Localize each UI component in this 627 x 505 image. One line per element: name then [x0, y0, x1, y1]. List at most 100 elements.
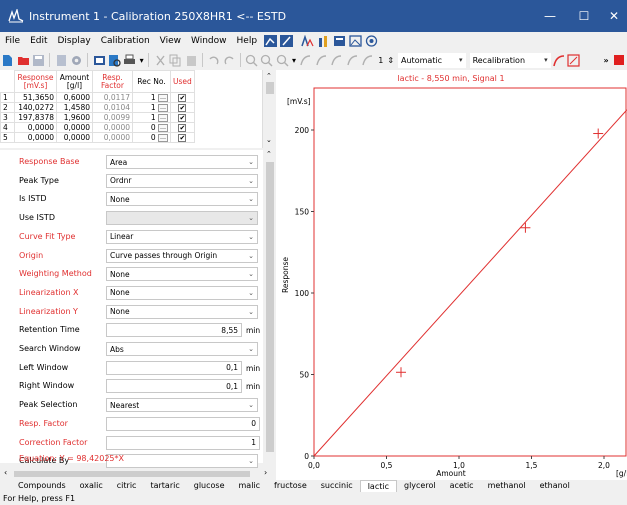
close-button[interactable]: ✕	[608, 9, 620, 23]
scroll-down-icon[interactable]: ⌄	[266, 136, 272, 144]
amount-cell[interactable]: 0,0000	[56, 122, 93, 133]
col-response[interactable]: Response [mV.s]	[14, 70, 57, 93]
rec-browse-button[interactable]: …	[158, 134, 168, 142]
toolbar-overflow-button[interactable]: »	[603, 55, 609, 65]
calibration-table-icon[interactable]	[279, 34, 293, 48]
used-cell[interactable]: ✔	[170, 132, 195, 143]
amount-cell[interactable]: 0,6000	[56, 92, 93, 103]
maximize-button[interactable]: ☐	[578, 9, 590, 23]
prop-combo-curve-fit-type[interactable]: Linear ⌄	[106, 229, 258, 244]
image-icon[interactable]	[348, 34, 362, 48]
curve-tool-3-icon[interactable]	[330, 53, 343, 67]
menu-calibration[interactable]: Calibration	[100, 36, 150, 46]
print-preview-icon[interactable]	[92, 53, 105, 67]
scroll-left-icon[interactable]: ‹	[4, 468, 8, 477]
bar-chart-icon[interactable]	[316, 34, 330, 48]
tab-succinic[interactable]: succinic	[320, 481, 353, 490]
prop-combo-search-window[interactable]: Abs ⌄	[106, 342, 258, 356]
response-cell[interactable]: 140,0272	[14, 102, 57, 113]
curve-tool-4-icon[interactable]	[345, 53, 358, 67]
menu-view[interactable]: View	[159, 36, 182, 46]
calibration-chart-icon[interactable]	[263, 34, 277, 48]
new-file-icon[interactable]	[1, 53, 14, 67]
calibration-report-icon[interactable]	[567, 53, 580, 67]
response-cell[interactable]: 0,0000	[14, 132, 57, 143]
minimize-button[interactable]: —	[544, 9, 556, 23]
tab-compounds[interactable]: Compounds	[18, 481, 66, 490]
tab-glucose[interactable]: glucose	[193, 481, 225, 490]
save-icon[interactable]	[32, 53, 45, 67]
open-folder-icon[interactable]	[16, 53, 29, 67]
tab-oxalic[interactable]: oxalic	[79, 481, 103, 490]
print-icon[interactable]	[123, 53, 136, 67]
col-resp-factor[interactable]: Resp. Factor	[92, 70, 133, 93]
copy-icon[interactable]	[169, 53, 182, 67]
calibration-point[interactable]	[593, 128, 604, 139]
used-cell[interactable]: ✔	[170, 102, 195, 113]
table-row[interactable]: 1 51,3650 0,6000 0,0117 1 … ✔	[0, 92, 195, 103]
peak-icon[interactable]	[300, 34, 314, 48]
prop-combo-peak-selection[interactable]: Nearest ⌄	[106, 398, 258, 413]
horizontal-scrollbar[interactable]: ‹ ›	[0, 468, 276, 480]
tab-acetic[interactable]: acetic	[449, 481, 474, 490]
used-cell[interactable]: ✔	[170, 92, 195, 103]
calibration-point[interactable]	[396, 367, 406, 378]
document-icon[interactable]	[54, 53, 67, 67]
calibrate-icon[interactable]	[552, 53, 565, 67]
prop-combo-is-istd[interactable]: None ⌄	[106, 192, 258, 207]
col-used[interactable]: Used	[170, 70, 195, 93]
zoom-dropdown-icon[interactable]: ▾	[291, 55, 296, 65]
undo-icon[interactable]	[207, 53, 220, 67]
response-cell[interactable]: 0,0000	[14, 122, 57, 133]
used-checkbox[interactable]: ✔	[178, 104, 187, 112]
calibration-point[interactable]	[520, 222, 531, 233]
scroll-thumb[interactable]	[266, 82, 274, 94]
print-dropdown-icon[interactable]: ▾	[139, 55, 144, 65]
table-row[interactable]: 3 197,8378 1,9600 0,0099 1 … ✔	[0, 112, 195, 123]
rec-no-cell[interactable]: 0 …	[132, 122, 171, 133]
rec-no-cell[interactable]: 1 …	[132, 112, 171, 123]
rec-browse-button[interactable]: …	[158, 104, 168, 112]
table-row[interactable]: 5 0,0000 0,0000 0,0000 0 … ✔	[0, 132, 195, 143]
amount-cell[interactable]: 0,0000	[56, 132, 93, 143]
col-amount[interactable]: Amount [g/l]	[56, 70, 93, 93]
zoom-report-icon[interactable]	[108, 53, 121, 67]
used-cell[interactable]: ✔	[170, 122, 195, 133]
tab-lactic[interactable]: lactic	[359, 480, 397, 492]
used-checkbox[interactable]: ✔	[178, 124, 187, 132]
zoom-in-icon[interactable]	[245, 53, 258, 67]
table-row[interactable]: 2 140,0272 1,4580 0,0104 1 … ✔	[0, 102, 195, 113]
tab-methanol[interactable]: methanol	[487, 481, 526, 490]
prop-combo-use-istd[interactable]: ⌄	[106, 211, 258, 226]
zoom-fit-icon[interactable]	[276, 53, 289, 67]
tab-glycerol[interactable]: glycerol	[403, 481, 436, 490]
response-cell[interactable]: 51,3650	[14, 92, 57, 103]
mode-combo[interactable]: Automatic ▾	[398, 52, 466, 68]
used-checkbox[interactable]: ✔	[178, 94, 187, 102]
prop-combo-peak-type[interactable]: Ordnr ⌄	[106, 173, 258, 188]
stop-icon[interactable]	[613, 53, 626, 67]
menu-display[interactable]: Display	[57, 36, 91, 46]
table-row[interactable]: 4 0,0000 0,0000 0,0000 0 … ✔	[0, 122, 195, 133]
tab-ethanol[interactable]: ethanol	[539, 481, 570, 490]
tab-fructose[interactable]: fructose	[274, 481, 307, 490]
col-rec-no[interactable]: Rec No.	[132, 70, 171, 93]
rec-no-cell[interactable]: 1 …	[132, 92, 171, 103]
tab-citric[interactable]: citric	[116, 481, 137, 490]
scroll-thumb[interactable]	[14, 471, 250, 477]
rec-no-cell[interactable]: 0 …	[132, 132, 171, 143]
rec-browse-button[interactable]: …	[158, 124, 168, 132]
menu-window[interactable]: Window	[191, 36, 227, 46]
prop-combo-linearization-x[interactable]: None ⌄	[106, 285, 258, 300]
prop-combo-response-base[interactable]: Area ⌄	[106, 155, 258, 169]
table-scrollbar[interactable]: ⌃ ⌄	[264, 70, 276, 148]
menu-file[interactable]: File	[5, 36, 21, 46]
amount-cell[interactable]: 1,9600	[56, 112, 93, 123]
recalibration-combo[interactable]: Recalibration ▾	[469, 52, 551, 68]
prop-input-left-window[interactable]: 0,1	[106, 360, 242, 375]
scroll-up-icon[interactable]: ⌃	[266, 150, 272, 158]
prop-input-resp-factor[interactable]: 0	[106, 416, 260, 431]
settings-gear-icon[interactable]	[70, 53, 83, 67]
rec-no-cell[interactable]: 1 …	[132, 102, 171, 113]
scroll-thumb[interactable]	[266, 162, 274, 452]
